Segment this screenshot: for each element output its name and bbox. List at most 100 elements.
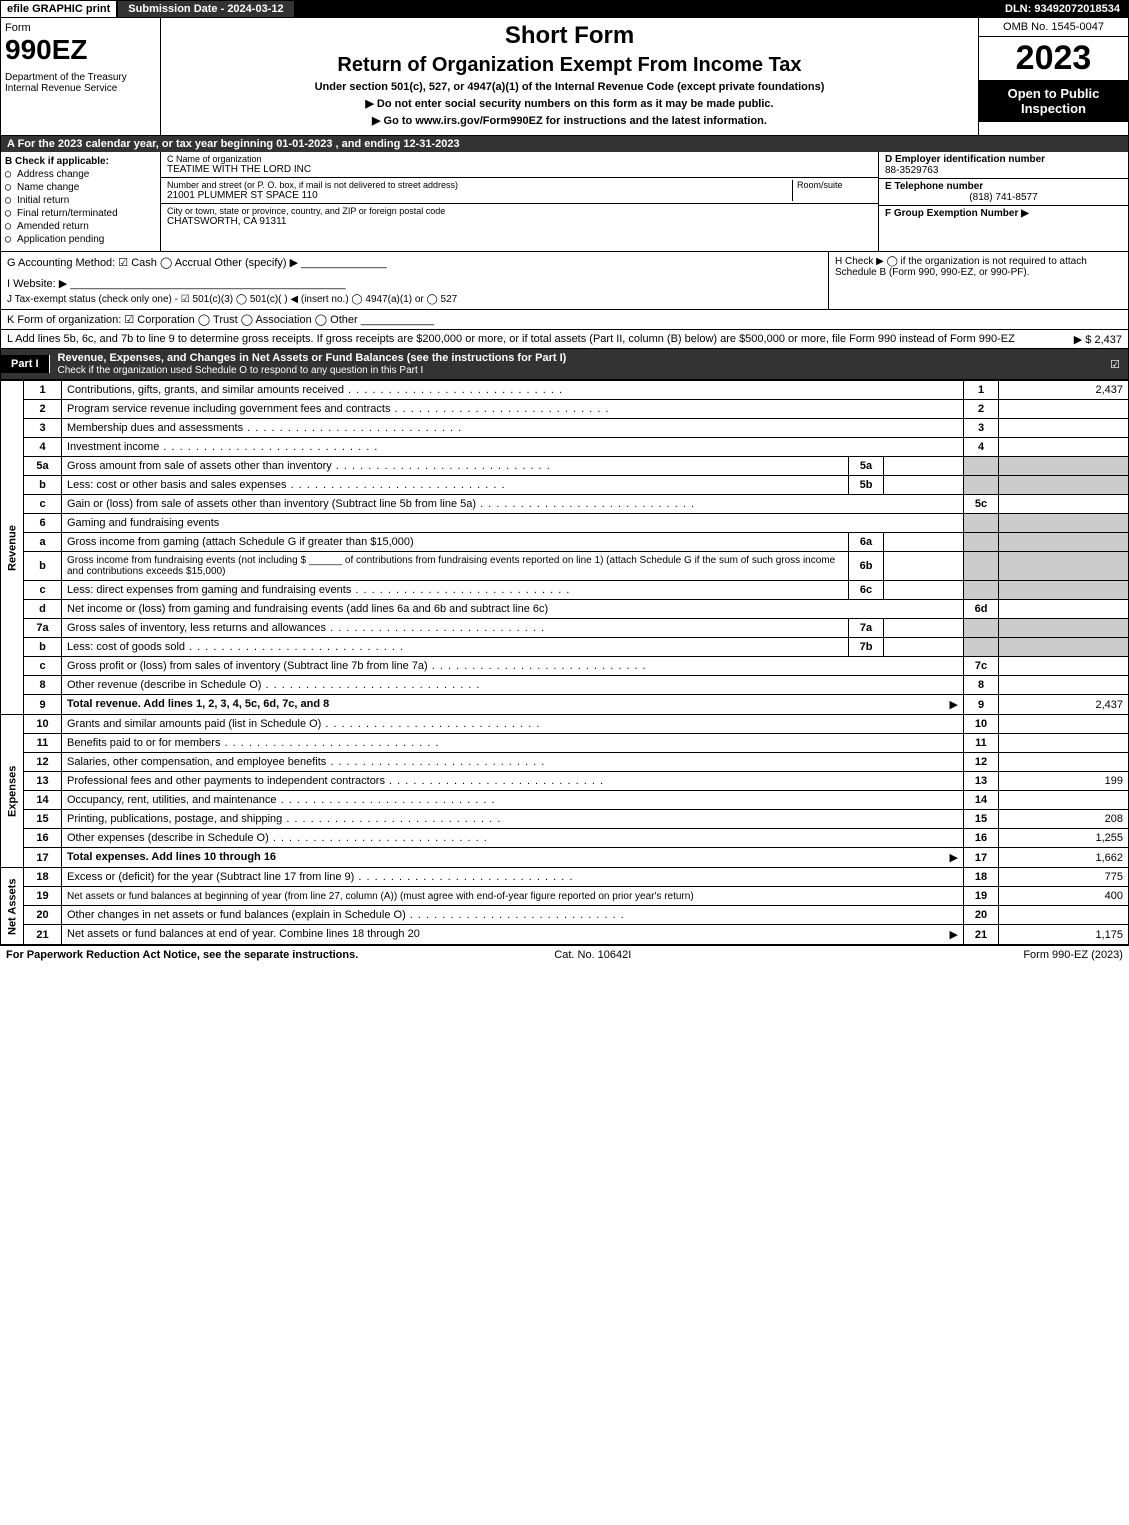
ln: 14 xyxy=(24,791,62,810)
cb-final-return[interactable]: ◯ Final return/terminated xyxy=(5,208,156,219)
amt xyxy=(999,600,1129,619)
row-6d: d Net income or (loss) from gaming and f… xyxy=(1,600,1129,619)
street-row: Number and street (or P. O. box, if mail… xyxy=(161,178,878,204)
desc: Net assets or fund balances at end of ye… xyxy=(62,925,964,945)
row-3: 3 Membership dues and assessments 3 xyxy=(1,419,1129,438)
row-12: 12 Salaries, other compensation, and emp… xyxy=(1,753,1129,772)
line-a: A For the 2023 calendar year, or tax yea… xyxy=(0,136,1129,152)
dln: DLN: 93492072018534 xyxy=(997,1,1128,17)
part1-checkbox[interactable]: ☑ xyxy=(1102,355,1128,374)
ln: 1 xyxy=(24,381,62,400)
ln: 16 xyxy=(24,829,62,848)
lnr: 16 xyxy=(964,829,999,848)
ln: 12 xyxy=(24,753,62,772)
ln: 18 xyxy=(24,868,62,887)
amt: 208 xyxy=(999,810,1129,829)
subamt xyxy=(884,581,964,600)
row-1: Revenue 1 Contributions, gifts, grants, … xyxy=(1,381,1129,400)
lnr: 6d xyxy=(964,600,999,619)
row-6a: a Gross income from gaming (attach Sched… xyxy=(1,533,1129,552)
city-row: City or town, state or province, country… xyxy=(161,204,878,229)
cb-application-pending[interactable]: ◯ Application pending xyxy=(5,234,156,245)
part1-label: Part I xyxy=(1,355,50,373)
cb-label: Initial return xyxy=(17,195,69,206)
cb-label: Final return/terminated xyxy=(17,208,118,219)
lnr: 5c xyxy=(964,495,999,514)
arrow-icon: ▶ xyxy=(950,698,958,711)
lnr: 12 xyxy=(964,753,999,772)
ein-block: D Employer identification number 88-3529… xyxy=(879,152,1128,179)
sublnr: 6a xyxy=(849,533,884,552)
cb-amended-return[interactable]: ◯ Amended return xyxy=(5,221,156,232)
amt xyxy=(999,619,1129,638)
arrow-icon: ▶ xyxy=(950,928,958,941)
ln: 2 xyxy=(24,400,62,419)
sublnr: 5b xyxy=(849,476,884,495)
desc: Gross profit or (loss) from sales of inv… xyxy=(62,657,964,676)
goto-text[interactable]: ▶ Go to www.irs.gov/Form990EZ for instru… xyxy=(372,115,767,127)
arrow-icon: ▶ xyxy=(950,851,958,864)
ln: c xyxy=(24,495,62,514)
lnr: 18 xyxy=(964,868,999,887)
street-label: Number and street (or P. O. box, if mail… xyxy=(167,180,792,190)
form-footer-id: Form 990-EZ (2023) xyxy=(1023,949,1123,961)
amt xyxy=(999,514,1129,533)
amt xyxy=(999,400,1129,419)
cb-name-change[interactable]: ◯ Name change xyxy=(5,182,156,193)
amt: 199 xyxy=(999,772,1129,791)
row-11: 11 Benefits paid to or for members 11 xyxy=(1,734,1129,753)
line-h: H Check ▶ ◯ if the organization is not r… xyxy=(828,252,1128,309)
lnr: 1 xyxy=(964,381,999,400)
side-net-assets: Net Assets xyxy=(1,868,24,945)
header-right-block: OMB No. 1545-0047 2023 Open to Public In… xyxy=(978,18,1128,135)
main-title: Return of Organization Exempt From Incom… xyxy=(169,54,970,77)
ln: 13 xyxy=(24,772,62,791)
row-4: 4 Investment income 4 xyxy=(1,438,1129,457)
desc: Net assets or fund balances at beginning… xyxy=(62,887,964,906)
row-7c: c Gross profit or (loss) from sales of i… xyxy=(1,657,1129,676)
lnr: 10 xyxy=(964,715,999,734)
sublnr: 5a xyxy=(849,457,884,476)
desc: Total expenses. Add lines 10 through 16 … xyxy=(62,848,964,868)
ein-value: 88-3529763 xyxy=(885,165,1122,176)
line-k: K Form of organization: ☑ Corporation ◯ … xyxy=(0,310,1129,330)
form-number: 990EZ xyxy=(5,34,156,66)
ln: c xyxy=(24,581,62,600)
form-title-block: Short Form Return of Organization Exempt… xyxy=(161,18,978,135)
lnr: 21 xyxy=(964,925,999,945)
lnr: 19 xyxy=(964,887,999,906)
lnr xyxy=(964,581,999,600)
amt xyxy=(999,753,1129,772)
efile-print[interactable]: efile GRAPHIC print xyxy=(1,1,118,17)
part1-header: Part I Revenue, Expenses, and Changes in… xyxy=(0,349,1129,380)
cb-initial-return[interactable]: ◯ Initial return xyxy=(5,195,156,206)
ln: 20 xyxy=(24,906,62,925)
ein-label: D Employer identification number xyxy=(885,154,1122,165)
subamt xyxy=(884,552,964,581)
cb-address-change[interactable]: ◯ Address change xyxy=(5,169,156,180)
col-b: B Check if applicable: ◯ Address change … xyxy=(1,152,161,251)
amt xyxy=(999,438,1129,457)
line-j: J Tax-exempt status (check only one) - ☑… xyxy=(7,294,822,305)
org-name: TEATIME WITH THE LORD INC xyxy=(167,164,872,175)
amt xyxy=(999,581,1129,600)
row-20: 20 Other changes in net assets or fund b… xyxy=(1,906,1129,925)
desc: Less: cost of goods sold xyxy=(62,638,849,657)
ssn-warning: ▶ Do not enter social security numbers o… xyxy=(169,97,970,110)
ln: 19 xyxy=(24,887,62,906)
amt xyxy=(999,457,1129,476)
amt xyxy=(999,638,1129,657)
lnr: 17 xyxy=(964,848,999,868)
amt: 1,255 xyxy=(999,829,1129,848)
amt xyxy=(999,495,1129,514)
amt xyxy=(999,552,1129,581)
side-revenue: Revenue xyxy=(1,381,24,715)
open-to-public: Open to Public Inspection xyxy=(979,80,1128,122)
amt: 2,437 xyxy=(999,381,1129,400)
submission-date: Submission Date - 2024-03-12 xyxy=(118,1,295,17)
group-exemption-label: F Group Exemption Number ▶ xyxy=(885,208,1029,219)
amt: 1,662 xyxy=(999,848,1129,868)
row-16: 16 Other expenses (describe in Schedule … xyxy=(1,829,1129,848)
form-word: Form xyxy=(5,22,156,34)
desc: Less: cost or other basis and sales expe… xyxy=(62,476,849,495)
